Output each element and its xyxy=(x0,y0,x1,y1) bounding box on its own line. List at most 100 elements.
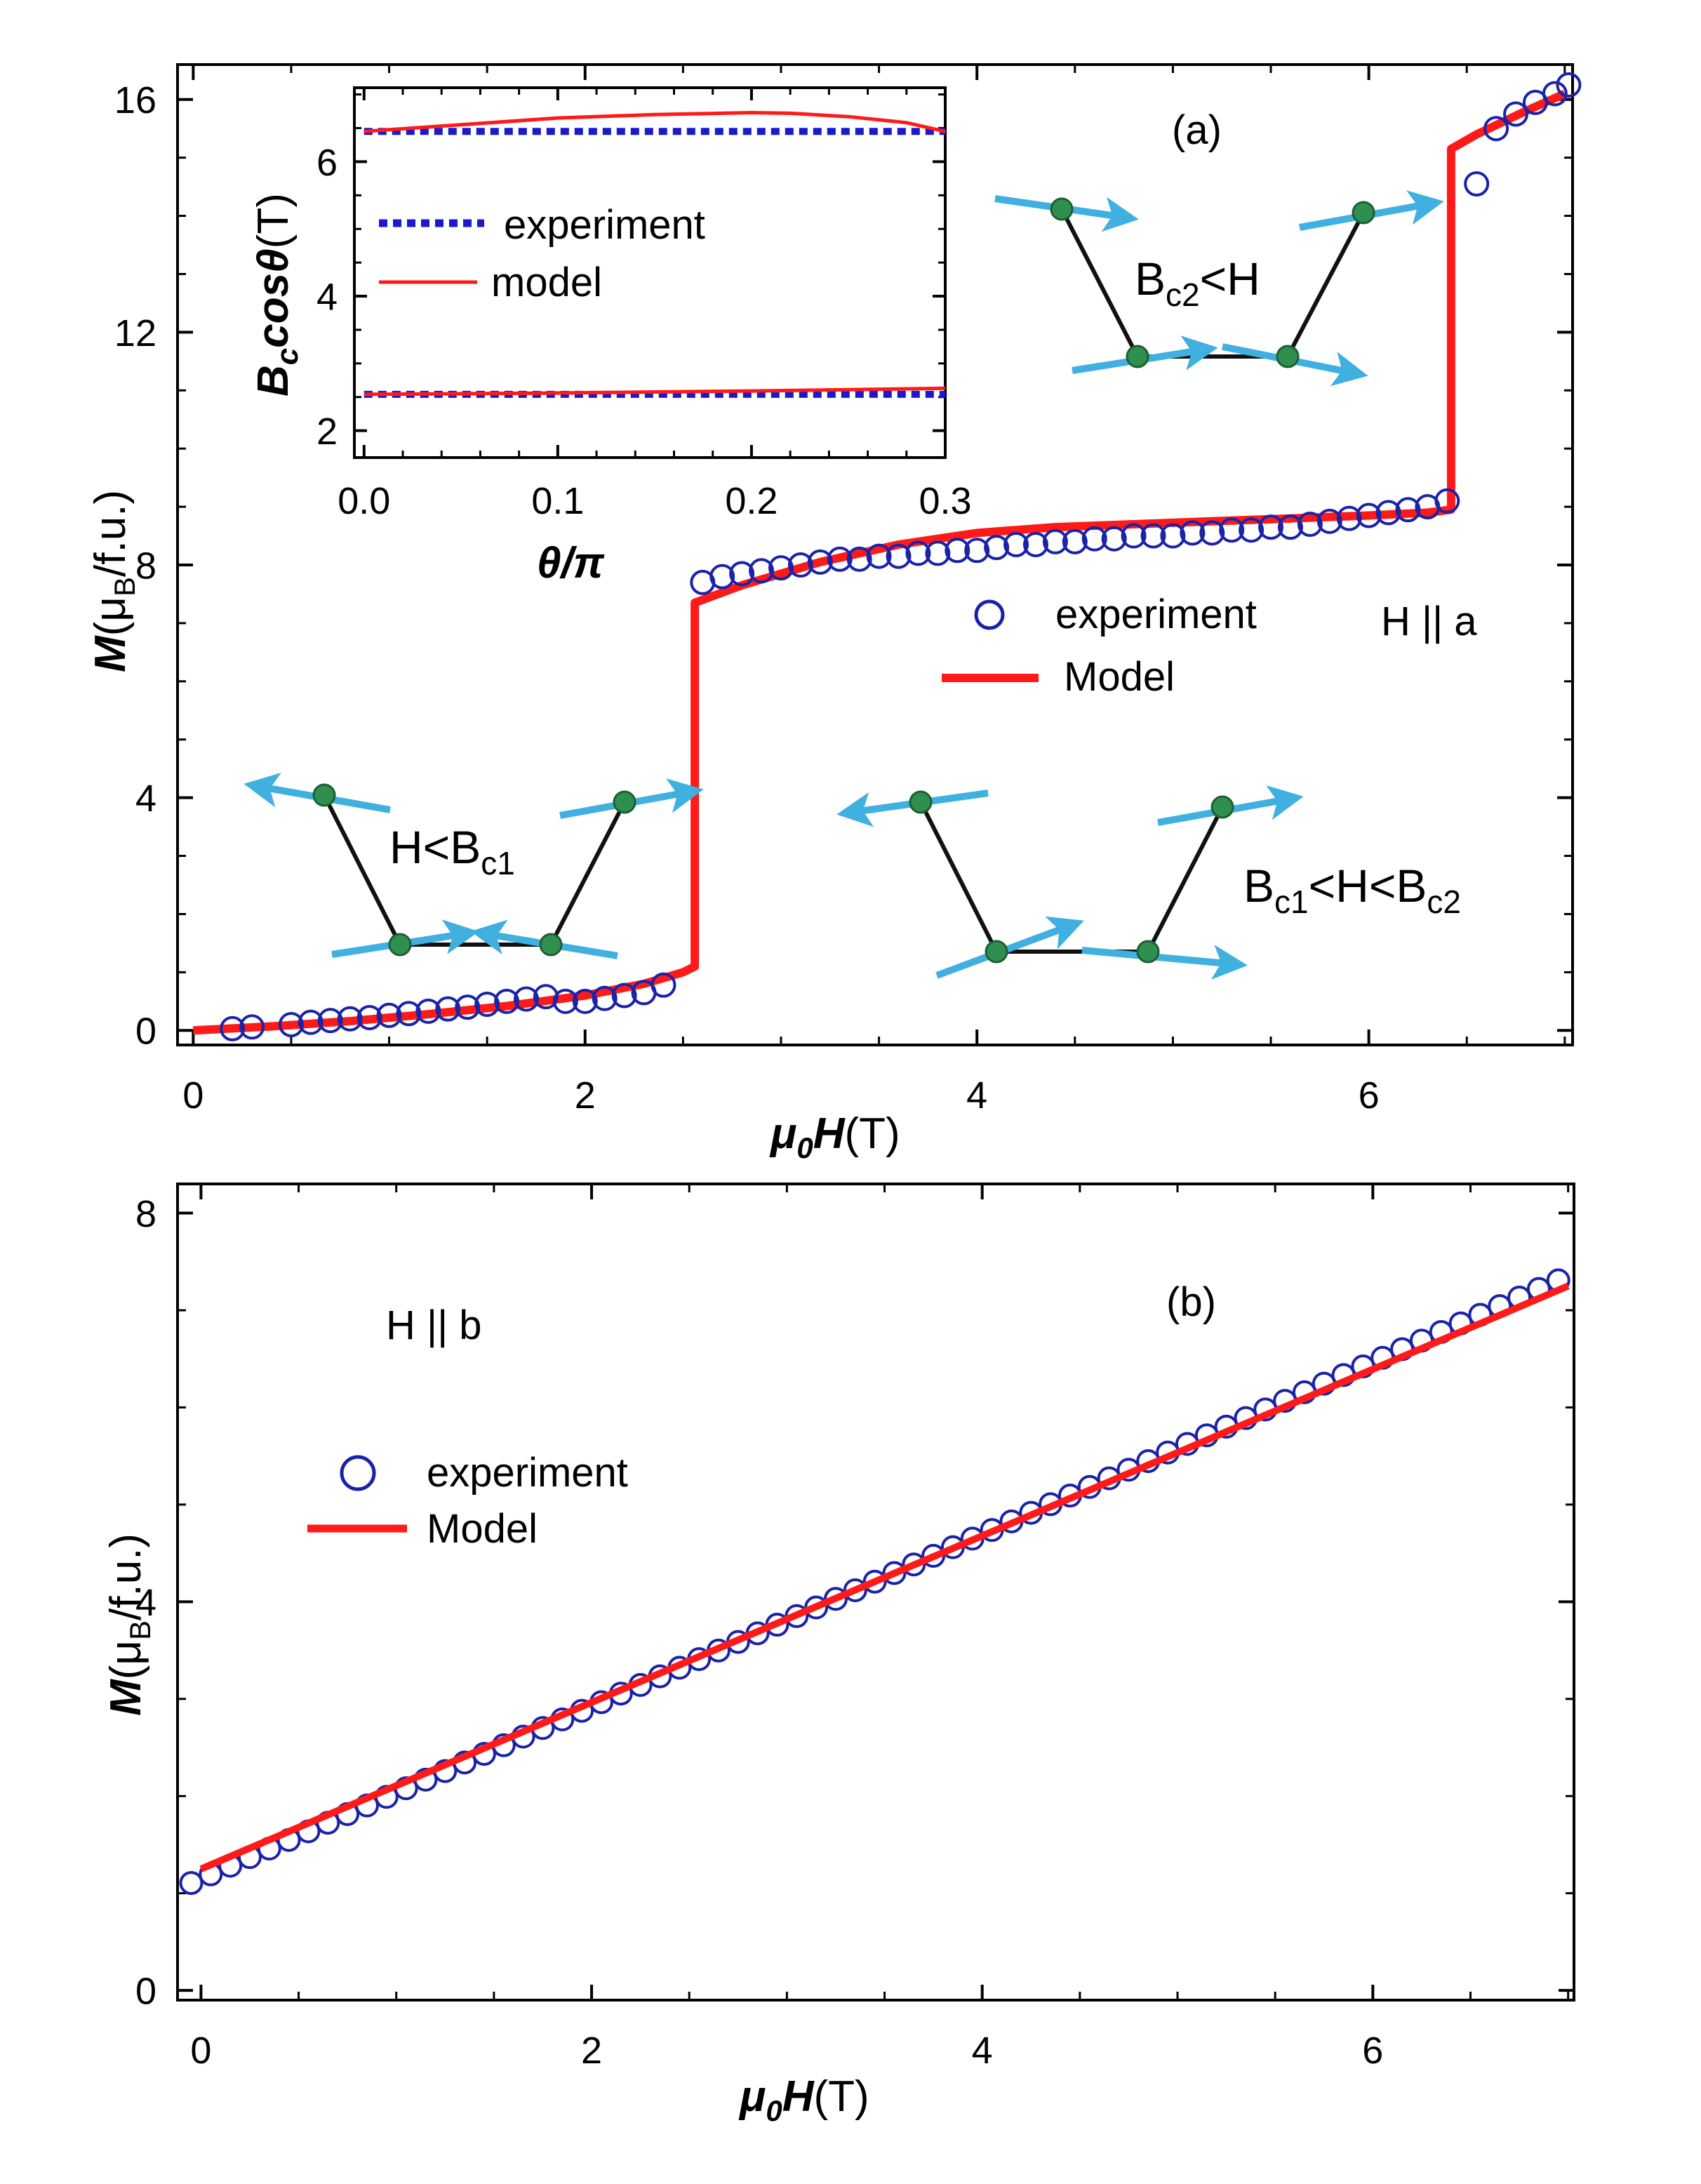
atom-dot-icon xyxy=(312,783,336,807)
atom-dot-icon xyxy=(539,933,563,957)
experiment-point xyxy=(494,988,520,1014)
experiment-point xyxy=(396,1001,422,1027)
experiment-point xyxy=(356,1005,382,1031)
inset-legend-model-label: model xyxy=(491,260,602,305)
panel-b-legend: experiment Model xyxy=(307,1450,628,1552)
legend-experiment-marker xyxy=(340,1455,376,1491)
experiment-point xyxy=(1219,517,1245,543)
experiment-point xyxy=(807,549,833,575)
legend-experiment-marker xyxy=(974,599,1005,630)
experiment-point xyxy=(1042,528,1068,554)
experiment-point xyxy=(1336,505,1362,531)
inset-legend: experiment model xyxy=(379,202,705,305)
state-label-mid: Bc1<H<Bc2 xyxy=(1243,860,1461,920)
experiment-point xyxy=(964,538,990,564)
experiment-point xyxy=(1356,502,1382,528)
experiment-point xyxy=(552,988,578,1014)
panel-a-tick-labels: 0 2 4 6 0 4 8 12 16 xyxy=(114,79,1380,1117)
panel-b-frame xyxy=(176,1183,1575,2002)
experiment-point xyxy=(514,986,539,1012)
experiment-point xyxy=(1062,528,1088,554)
experiment-point xyxy=(1121,523,1147,549)
spin-diagram-mid-field: Bc1<H<Bc2 xyxy=(836,785,1461,980)
experiment-point xyxy=(1464,171,1490,197)
experiment-point xyxy=(1395,497,1421,523)
panel-label-a: (a) xyxy=(1172,107,1222,153)
state-label-high: Bc2<H xyxy=(1135,253,1260,313)
experiment-point xyxy=(886,543,912,569)
panel-b-ticks xyxy=(178,1184,1574,2000)
y-tick-label: 8 xyxy=(135,1193,156,1235)
experiment-point xyxy=(843,1578,867,1602)
experiment-point xyxy=(611,983,637,1008)
bond xyxy=(1060,208,1140,358)
state-label-low: H<Bc1 xyxy=(389,821,515,881)
atom-dot-icon xyxy=(1050,197,1074,221)
experiment-point xyxy=(415,998,441,1024)
field-direction-b: H || b xyxy=(386,1303,482,1348)
panel-a-ticks xyxy=(178,65,1573,1045)
experiment-point xyxy=(709,564,735,590)
experiment-point xyxy=(749,558,775,584)
bond xyxy=(1146,806,1225,953)
experiment-point xyxy=(862,1569,887,1594)
experiment-point xyxy=(1297,511,1323,537)
experiment-point xyxy=(1239,517,1265,543)
x-tick-label: 4 xyxy=(966,1074,987,1117)
experiment-point xyxy=(882,1561,907,1585)
experiment-point xyxy=(1483,116,1509,142)
bond xyxy=(1286,211,1366,358)
atom-dot-icon xyxy=(388,933,412,957)
panel-a-xlabel: μ0H(T) xyxy=(769,1110,900,1164)
bond xyxy=(322,794,402,946)
experiment-point xyxy=(1375,500,1401,526)
experiment-point xyxy=(455,994,481,1020)
experiment-point xyxy=(905,540,931,566)
panel-b-ylabel: M(μB/f.u.) xyxy=(102,1533,156,1716)
spin-diagram-low-field: H<Bc1 xyxy=(244,772,704,959)
experiment-point xyxy=(278,1011,304,1037)
atom-dot-icon xyxy=(1126,345,1149,368)
x-tick-label: 0 xyxy=(182,1074,204,1117)
legend-model-label: Model xyxy=(427,1506,538,1552)
experiment-point xyxy=(1081,526,1107,552)
experiment-point xyxy=(474,991,500,1017)
spin-arrow-icon xyxy=(1081,945,1248,980)
panel-a-frame xyxy=(176,63,1574,1046)
x-tick-label: 6 xyxy=(1359,1074,1380,1117)
experiment-point xyxy=(945,538,970,564)
experiment-point xyxy=(337,1006,363,1032)
experiment-point xyxy=(1101,526,1127,552)
experiment-point xyxy=(220,1016,246,1041)
legend-experiment-label: experiment xyxy=(427,1450,628,1496)
x-tick-label: 2 xyxy=(575,1074,596,1117)
y-tick-label: 4 xyxy=(316,276,338,318)
atom-dot-icon xyxy=(1210,795,1234,819)
y-tick-label: 0 xyxy=(135,1011,156,1053)
experiment-point xyxy=(651,972,676,998)
bond xyxy=(919,801,999,953)
inset-model-upper xyxy=(363,110,946,133)
panel-a-ylabel: M(μB/f.u.) xyxy=(86,490,141,672)
experiment-point xyxy=(1140,523,1166,549)
experiment-point xyxy=(435,996,461,1022)
experiment-point xyxy=(1022,531,1048,557)
experiment-point xyxy=(787,552,813,578)
experiment-point xyxy=(1160,523,1186,549)
spin-diagram-high-field: Bc2<H xyxy=(994,190,1444,387)
experiment-point xyxy=(239,1014,265,1040)
atom-dot-icon xyxy=(613,790,636,814)
inset-ticks xyxy=(354,88,947,458)
y-tick-label: 12 xyxy=(114,312,156,354)
atom-dot-icon xyxy=(1276,345,1300,368)
panel-a-inset: 0.0 0.1 0.2 0.3 2 4 6 experiment model θ/π Bcc… xyxy=(249,86,972,587)
inset-xlabel: θ/π xyxy=(537,539,605,587)
experiment-point xyxy=(902,1552,926,1577)
experiment-point xyxy=(1277,514,1303,540)
panel-b: 0 2 4 6 0 4 8 (b) H || b experiment Model μ0H(… xyxy=(102,1183,1575,2127)
experiment-point xyxy=(984,535,1010,561)
experiment-point xyxy=(1503,101,1529,127)
atom-dot-icon xyxy=(1352,201,1375,225)
